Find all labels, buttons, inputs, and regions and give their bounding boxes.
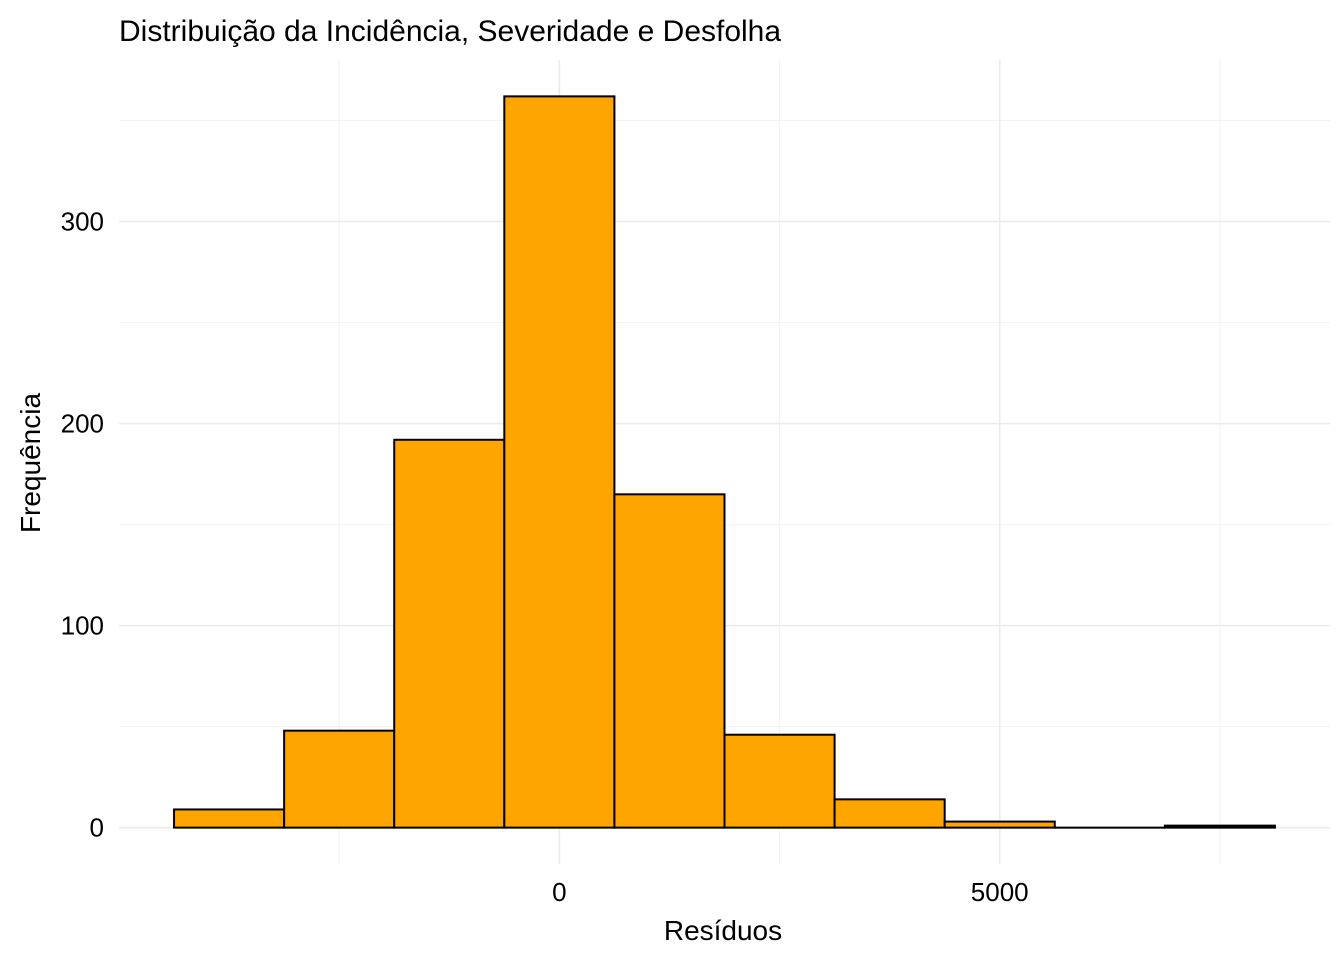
histogram-bar: [943, 820, 1056, 829]
histogram-bar: [283, 729, 396, 829]
x-tick-label: 0: [552, 877, 566, 907]
chart-title: Distribuição da Incidência, Severidade e…: [119, 15, 781, 48]
y-tick-label: 300: [61, 207, 104, 237]
histogram-bar: [613, 493, 726, 829]
y-axis-title: Frequência: [15, 393, 46, 534]
histogram-bar: [173, 808, 286, 829]
histogram-bar: [833, 798, 946, 829]
y-axis-tick-labels: 0 100 200 300: [61, 207, 104, 843]
x-tick-label: 5000: [971, 877, 1029, 907]
x-axis-tick-labels: 0 5000: [552, 877, 1029, 907]
y-tick-label: 0: [90, 813, 104, 843]
y-tick-label: 200: [61, 409, 104, 439]
histogram-bar: [723, 733, 836, 829]
histogram-bar: [503, 95, 616, 829]
histogram-bar: [1163, 824, 1276, 829]
y-tick-label: 100: [61, 611, 104, 641]
histogram-bars: [173, 95, 1276, 829]
histogram-bar: [393, 438, 506, 829]
x-axis-title: Resíduos: [664, 915, 782, 946]
